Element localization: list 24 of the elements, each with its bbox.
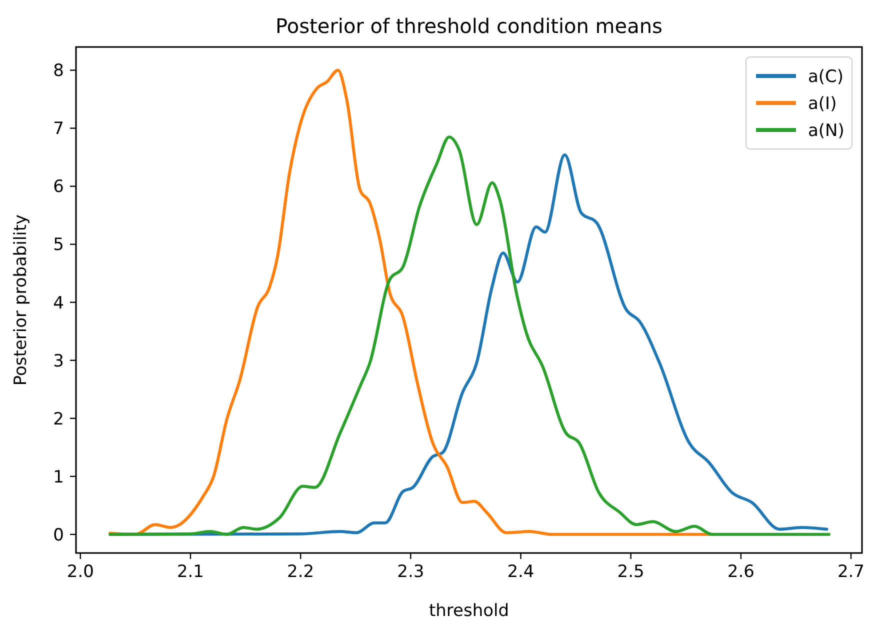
y-tick-label: 3 bbox=[53, 351, 64, 372]
x-tick-label: 2.7 bbox=[837, 562, 865, 582]
y-tick-label: 8 bbox=[53, 61, 64, 82]
y-tick-label: 1 bbox=[53, 467, 64, 488]
y-tick-label: 0 bbox=[53, 525, 64, 546]
x-tick-label: 2.1 bbox=[176, 562, 204, 582]
x-axis-title: threshold bbox=[428, 601, 510, 621]
x-tick-label: 2.5 bbox=[617, 562, 644, 582]
line-series bbox=[108, 68, 714, 536]
y-tick-label: 4 bbox=[53, 293, 64, 314]
y-axis-title: Posterior probability bbox=[11, 214, 31, 386]
chart-title: Posterior of threshold condition means bbox=[276, 14, 662, 38]
y-tick-label: 5 bbox=[53, 235, 64, 256]
x-tick-label: 2.3 bbox=[397, 562, 424, 582]
x-tick-label: 2.4 bbox=[507, 562, 534, 582]
y-tick-label: 2 bbox=[53, 409, 64, 430]
legend-label: a(I) bbox=[808, 94, 837, 114]
legend-label: a(N) bbox=[808, 120, 844, 141]
y-tick-label: 6 bbox=[53, 177, 64, 198]
y-tick-label: 7 bbox=[53, 119, 64, 140]
x-tick-label: 2.2 bbox=[287, 562, 314, 582]
legend-label: a(C) bbox=[808, 66, 844, 87]
x-tick-label: 2.0 bbox=[66, 562, 94, 582]
x-tick-label: 2.6 bbox=[727, 562, 754, 582]
